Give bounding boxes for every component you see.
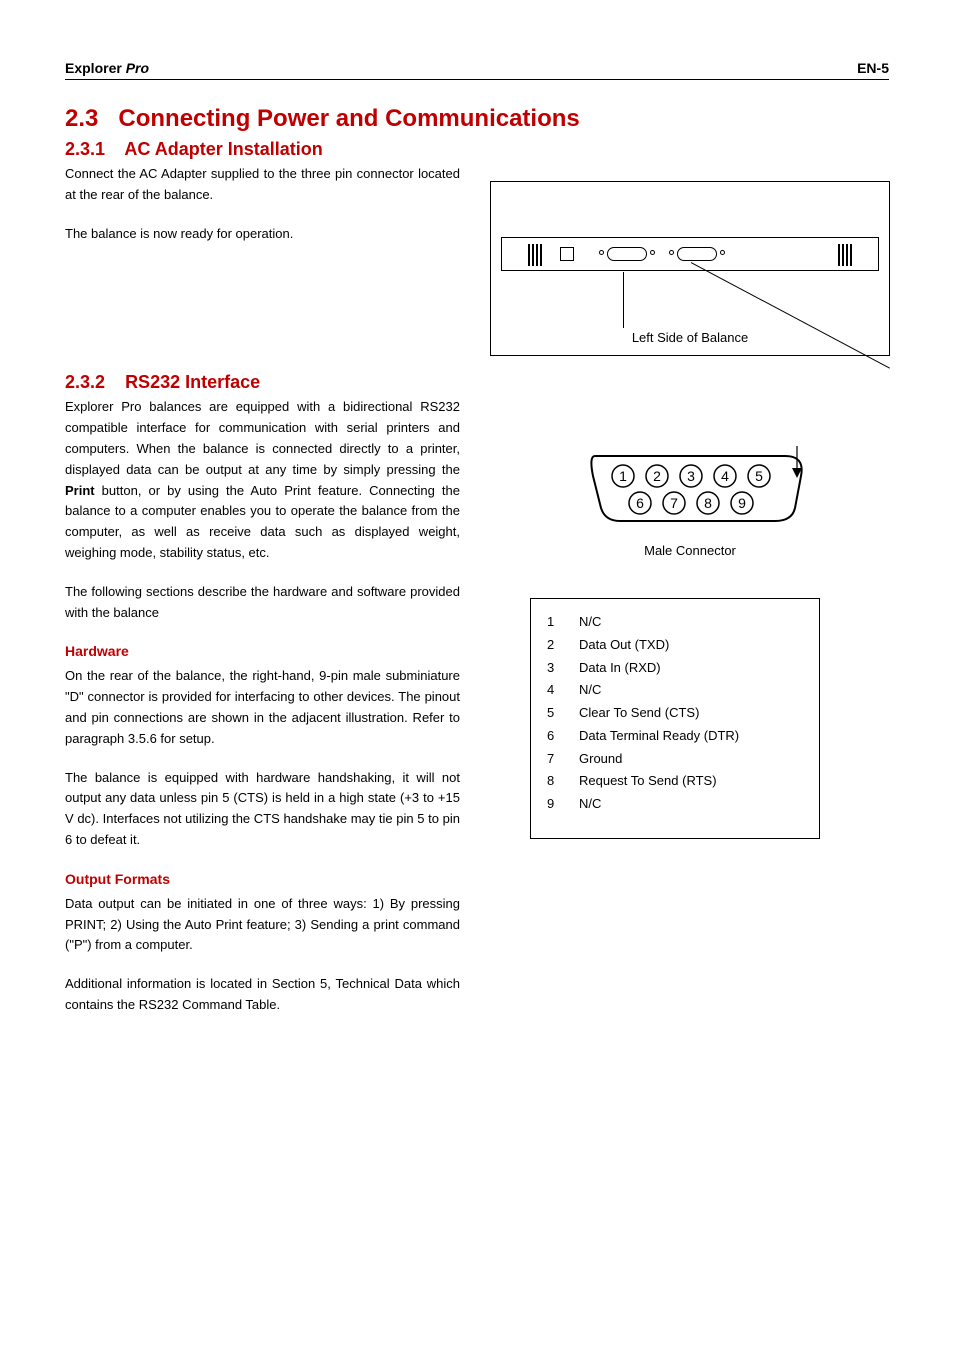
svg-text:5: 5 (755, 468, 763, 484)
pin-row: 3Data In (RXD) (547, 657, 803, 680)
pin-row: 8Request To Send (RTS) (547, 770, 803, 793)
leader-line-icon (691, 262, 890, 369)
screw-icon (669, 250, 674, 255)
p-of-1: Data output can be initiated in one of t… (65, 894, 460, 956)
svg-text:6: 6 (636, 495, 644, 511)
connector-figure: 1 2 3 4 5 6 7 8 9 Male Connector (490, 446, 890, 558)
section-name: Connecting Power and Communications (118, 105, 579, 132)
screw-icon (599, 250, 604, 255)
product-base: Explorer (65, 60, 122, 76)
db9-port-1-icon (607, 247, 647, 261)
output-formats-title: Output Formats (65, 871, 460, 887)
p-232-2: The following sections describe the hard… (65, 582, 460, 624)
svg-text:4: 4 (721, 468, 729, 484)
p-232-1a: Explorer Pro balances are equipped with … (65, 399, 460, 476)
figure-column: Left Side of Balance 1 2 3 4 5 6 (490, 139, 890, 1016)
pin-label: Data In (RXD) (579, 657, 803, 680)
sub-name: RS232 Interface (125, 372, 260, 392)
pin-label: Data Terminal Ready (DTR) (579, 725, 803, 748)
pin-label: N/C (579, 679, 803, 702)
p-of-2: Additional information is located in Sec… (65, 974, 460, 1016)
p-231-2: The balance is now ready for operation. (65, 224, 460, 245)
p-hw-1: On the rear of the balance, the right-ha… (65, 666, 460, 749)
pin-row: 1N/C (547, 611, 803, 634)
sub-number: 2.3.1 (65, 139, 105, 159)
pin-num: 6 (547, 725, 579, 748)
section-number: 2.3 (65, 105, 98, 132)
pin-row: 7Ground (547, 748, 803, 771)
svg-text:9: 9 (738, 495, 746, 511)
pin-num: 1 (547, 611, 579, 634)
pin-row: 5Clear To Send (CTS) (547, 702, 803, 725)
svg-text:8: 8 (704, 495, 712, 511)
p-232-1b: button, or by using the Auto Print featu… (65, 483, 460, 560)
pin-label: N/C (579, 793, 803, 816)
pin-num: 8 (547, 770, 579, 793)
svg-text:2: 2 (653, 468, 661, 484)
balance-rear-figure: Left Side of Balance (490, 181, 890, 356)
pin-num: 3 (547, 657, 579, 680)
db9-connector-icon: 1 2 3 4 5 6 7 8 9 (565, 446, 815, 526)
pin-label: N/C (579, 611, 803, 634)
vent-left (528, 244, 542, 266)
pin-label: Request To Send (RTS) (579, 770, 803, 793)
page-number: EN-5 (857, 60, 889, 76)
screw-icon (720, 250, 725, 255)
section-title: 2.3 Connecting Power and Communications (65, 105, 889, 133)
balance-caption: Left Side of Balance (491, 330, 889, 345)
pin-row: 9N/C (547, 793, 803, 816)
vent-right (838, 244, 852, 266)
connector-caption: Male Connector (490, 543, 890, 558)
p-231-1: Connect the AC Adapter supplied to the t… (65, 164, 460, 206)
pin-num: 5 (547, 702, 579, 725)
pin-label: Ground (579, 748, 803, 771)
text-column: 2.3.1 AC Adapter Installation Connect th… (65, 139, 460, 1016)
pin-num: 4 (547, 679, 579, 702)
p-hw-2: The balance is equipped with hardware ha… (65, 768, 460, 851)
product-model: Pro (126, 60, 149, 76)
svg-text:1: 1 (619, 468, 627, 484)
sub-number: 2.3.2 (65, 372, 105, 392)
leader-line-icon (623, 272, 624, 328)
product-name: Explorer Pro (65, 60, 149, 76)
pinout-table: 1N/C 2Data Out (TXD) 3Data In (RXD) 4N/C… (530, 598, 820, 839)
pin-num: 7 (547, 748, 579, 771)
p-232-1: Explorer Pro balances are equipped with … (65, 397, 460, 563)
sub-name: AC Adapter Installation (124, 139, 322, 159)
power-port-icon (560, 247, 574, 261)
screw-icon (650, 250, 655, 255)
pin-num: 9 (547, 793, 579, 816)
subsection-231-title: 2.3.1 AC Adapter Installation (65, 139, 460, 160)
svg-text:7: 7 (670, 495, 678, 511)
pin-row: 4N/C (547, 679, 803, 702)
pin-num: 2 (547, 634, 579, 657)
svg-text:3: 3 (687, 468, 695, 484)
balance-body (501, 237, 879, 271)
page-header: Explorer Pro EN-5 (65, 60, 889, 80)
hardware-title: Hardware (65, 643, 460, 659)
pin-label: Data Out (TXD) (579, 634, 803, 657)
pin-row: 2Data Out (TXD) (547, 634, 803, 657)
pin-label: Clear To Send (CTS) (579, 702, 803, 725)
db9-port-2-icon (677, 247, 717, 261)
print-bold: Print (65, 483, 95, 498)
subsection-232-title: 2.3.2 RS232 Interface (65, 372, 460, 393)
pin-row: 6Data Terminal Ready (DTR) (547, 725, 803, 748)
